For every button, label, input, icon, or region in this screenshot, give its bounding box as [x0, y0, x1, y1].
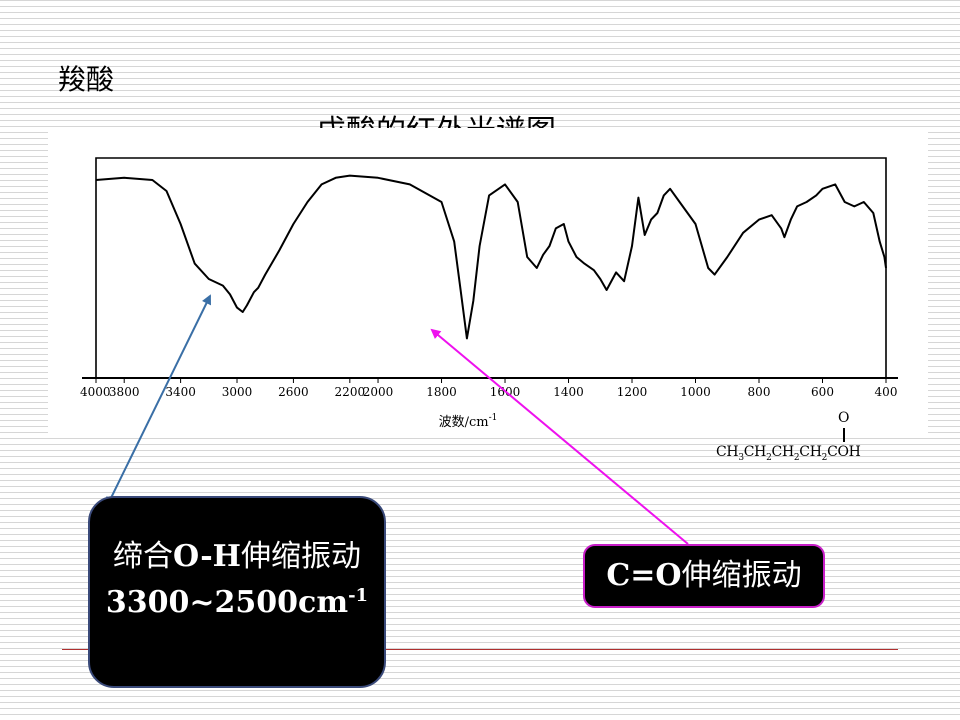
x-tick-label: 400: [875, 385, 898, 399]
oh-callout-range: 3300~2500cm-1: [105, 585, 369, 620]
oh-stretch-callout: 缔合O-H伸缩振动 3300~2500cm-1: [88, 496, 386, 688]
oh-callout-line1: 缔合O-H伸缩振动: [112, 539, 362, 574]
x-tick-label: 2000: [363, 385, 394, 399]
x-tick-label: 600: [811, 385, 834, 399]
pentanoic-acid-structure: O CH3CH2CH2CH2COH: [716, 410, 886, 470]
plot-border: [95, 157, 887, 378]
x-tick-label: 3000: [222, 385, 253, 399]
x-tick-label: 3800: [109, 385, 140, 399]
spectrum-series-line: [95, 174, 887, 340]
condensed-formula: CH3CH2CH2CH2COH: [716, 444, 861, 463]
x-tick-label: 2600: [278, 385, 309, 399]
x-tick-label: 1200: [617, 385, 648, 399]
slide-heading: 羧酸: [58, 63, 115, 96]
x-tick-label: 3400: [165, 385, 196, 399]
x-tick-label: 1600: [490, 385, 521, 399]
x-tick-label: 1000: [680, 385, 711, 399]
plot-frame: [82, 157, 898, 379]
x-tick-label: 4000: [80, 385, 111, 399]
x-axis-label: 波数/cm-1: [439, 413, 498, 430]
x-tick-label: 800: [748, 385, 771, 399]
carbonyl-oxygen: O: [838, 410, 850, 426]
double-bond-mark: [843, 428, 845, 442]
x-tick-label: 2200: [335, 385, 366, 399]
co-stretch-callout: C=O伸缩振动: [583, 544, 825, 608]
footer-divider: [62, 649, 898, 650]
x-tick-label: 1800: [426, 385, 457, 399]
ir-spectrum-chart: 4000 3800 3400 3000 2600 2200 2000 1800 1600 1400…: [48, 128, 928, 463]
x-tick-label: 1400: [553, 385, 584, 399]
